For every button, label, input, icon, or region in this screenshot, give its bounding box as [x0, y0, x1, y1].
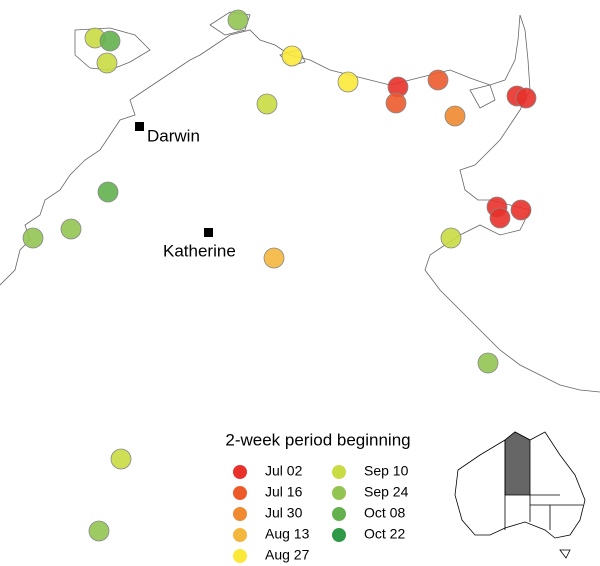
city-marker [135, 122, 144, 131]
legend-label: Jul 30 [265, 505, 303, 521]
legend-swatch [332, 507, 346, 521]
legend-label: Sep 10 [364, 463, 409, 479]
legend-label: Aug 27 [265, 547, 310, 563]
coastline [0, 11, 600, 393]
legend-title: 2-week period beginning [225, 430, 410, 449]
site-point [110, 448, 132, 470]
legend-swatch [233, 507, 247, 521]
legend-swatch [332, 486, 346, 500]
city-marker [204, 228, 213, 237]
legend-label: Oct 08 [364, 505, 405, 521]
site-point [22, 227, 44, 249]
legend-swatch [332, 465, 346, 479]
legend-label: Sep 24 [364, 484, 409, 500]
site-point [489, 207, 511, 229]
site-point [427, 69, 449, 91]
site-point [444, 105, 466, 127]
site-point [385, 92, 407, 114]
legend-swatch [233, 528, 247, 542]
legend-swatch [233, 486, 247, 500]
city-label: Darwin [147, 126, 200, 145]
site-point [96, 52, 118, 74]
site-point [99, 30, 121, 52]
site-point [97, 181, 119, 203]
legend-label: Aug 13 [265, 526, 310, 542]
site-point [60, 218, 82, 240]
site-point [337, 71, 359, 93]
site-point [227, 9, 249, 31]
city-label: Katherine [163, 241, 236, 260]
site-point [263, 247, 285, 269]
legend-swatch [332, 528, 346, 542]
site-point [440, 227, 462, 249]
legend-swatch [233, 549, 247, 563]
legend-label: Oct 22 [364, 526, 405, 542]
legend-label: Jul 02 [265, 463, 303, 479]
site-point [88, 520, 110, 542]
site-point [510, 199, 532, 221]
site-point [256, 93, 278, 115]
site-point [515, 87, 537, 109]
site-point [281, 45, 303, 67]
legend-label: Jul 16 [265, 484, 303, 500]
site-point [477, 352, 499, 374]
inset-map [454, 431, 586, 559]
legend-swatch [233, 465, 247, 479]
